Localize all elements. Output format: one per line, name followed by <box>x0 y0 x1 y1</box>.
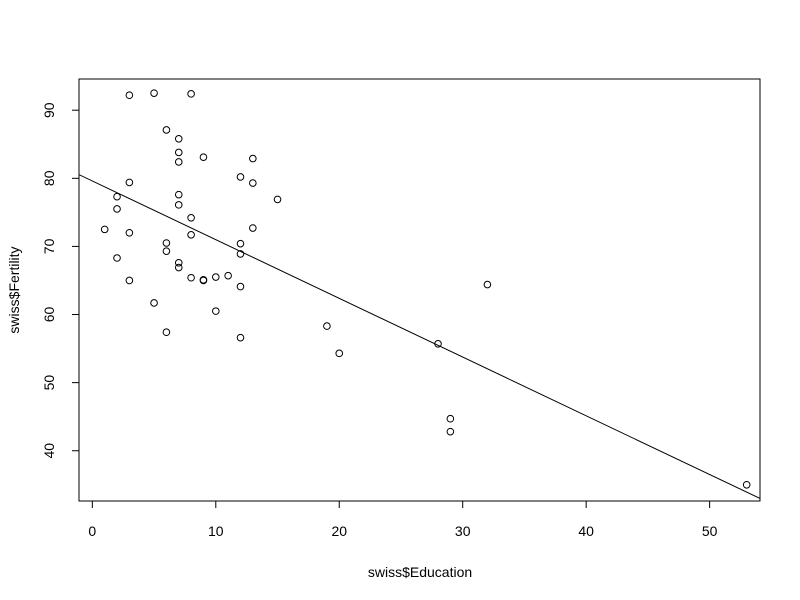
x-axis-title: swiss$Education <box>368 564 472 580</box>
y-tick-label: 40 <box>41 443 57 459</box>
data-point <box>249 154 257 163</box>
data-point <box>236 173 245 181</box>
data-point <box>162 247 171 255</box>
data-point <box>742 480 751 489</box>
y-tick-label: 60 <box>41 307 57 323</box>
data-point <box>434 340 442 348</box>
y-axis-title: swiss$Fertility <box>6 246 22 333</box>
data-point <box>323 322 331 330</box>
data-point <box>113 254 121 262</box>
data-point <box>100 225 109 234</box>
x-tick-label: 20 <box>331 523 347 539</box>
data-point <box>174 201 183 209</box>
data-point <box>236 333 245 342</box>
data-point <box>211 273 220 281</box>
data-point <box>174 158 183 166</box>
data-point <box>174 258 183 267</box>
data-points <box>100 89 751 489</box>
data-point <box>150 89 158 97</box>
data-point <box>113 192 121 201</box>
data-point <box>187 231 195 239</box>
data-point <box>162 328 171 337</box>
data-point <box>162 239 171 247</box>
data-point <box>211 307 220 315</box>
data-point <box>187 273 195 282</box>
y-tick-label: 80 <box>41 170 57 186</box>
data-point <box>125 276 134 285</box>
data-point <box>113 205 121 213</box>
data-point <box>236 282 245 291</box>
data-point <box>162 126 171 134</box>
x-tick-label: 50 <box>702 523 718 539</box>
x-tick-label: 0 <box>88 523 96 539</box>
x-tick-label: 10 <box>208 523 224 539</box>
data-point <box>150 299 158 307</box>
data-point <box>125 178 134 187</box>
regression-line-group <box>79 174 760 500</box>
data-point <box>125 91 134 100</box>
data-point <box>236 239 245 248</box>
data-point <box>174 148 183 157</box>
x-tick-label: 30 <box>455 523 471 539</box>
data-point <box>174 263 183 272</box>
data-point <box>446 427 455 436</box>
regression-line <box>79 174 760 500</box>
data-point <box>199 276 208 285</box>
data-point <box>199 153 208 161</box>
y-axis: 40 50 60 70 80 90 <box>41 102 80 459</box>
x-axis: 0 10 20 30 40 50 <box>88 500 718 539</box>
data-point <box>446 414 455 423</box>
y-tick-label: 90 <box>41 102 57 118</box>
data-point <box>335 349 344 358</box>
data-point <box>249 179 257 187</box>
data-point <box>273 195 282 204</box>
y-tick-label: 50 <box>41 375 57 391</box>
y-tick-label: 70 <box>41 238 57 254</box>
data-point <box>187 90 195 98</box>
data-point <box>236 250 245 258</box>
data-point <box>483 280 492 289</box>
data-point <box>174 190 183 199</box>
data-point <box>224 271 232 280</box>
data-point <box>249 224 257 232</box>
data-point <box>125 228 134 237</box>
data-point <box>187 214 195 222</box>
data-point <box>174 134 183 143</box>
x-tick-label: 40 <box>578 523 594 539</box>
